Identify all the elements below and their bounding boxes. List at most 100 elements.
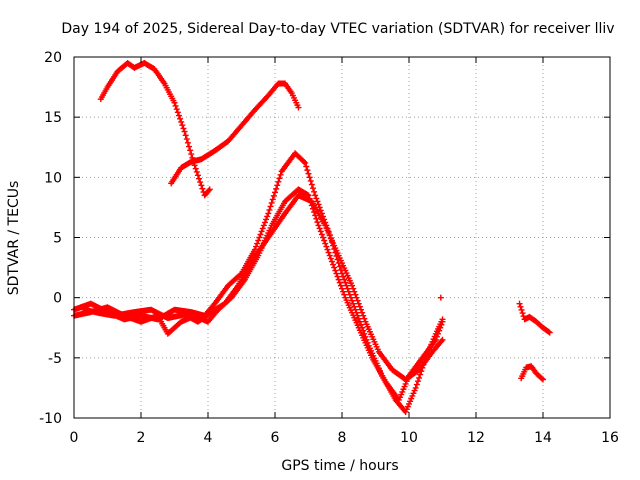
point-arc-3-173 — [264, 213, 271, 220]
point-arc-4-327 — [436, 327, 443, 334]
series-layer — [71, 60, 553, 415]
point-arc-1-69 — [174, 109, 181, 116]
point-arc-4-221 — [317, 228, 324, 235]
point-arc-4-326 — [435, 330, 442, 337]
point-arc-3-242 — [341, 276, 348, 283]
point-arc-4-218 — [314, 219, 321, 226]
point-arc-1-89 — [197, 179, 204, 186]
point-arc-1-87 — [194, 172, 201, 179]
point-arc-4-324 — [432, 336, 439, 343]
point-arc-3-243 — [342, 279, 349, 286]
point-arc-5-247 — [356, 303, 363, 310]
x-tick-label-1: 2 — [137, 430, 146, 446]
point-arc-1-91 — [199, 185, 206, 192]
point-arc-1-80 — [187, 147, 194, 154]
series-arc-1 — [97, 60, 213, 199]
point-arc-7-21 — [540, 376, 546, 383]
point-arc-6-28 — [546, 329, 553, 336]
point-arc-4-325 — [433, 333, 440, 340]
point-arc-5-321 — [439, 336, 446, 343]
point-arc-3-244 — [343, 282, 350, 289]
series-arc-7 — [518, 363, 546, 383]
point-arc-3-251 — [351, 303, 358, 310]
grid — [74, 57, 610, 418]
point-arc-4-219 — [315, 222, 322, 229]
point-arc-6-27 — [545, 328, 552, 335]
point-arc-3-247 — [346, 291, 353, 298]
point-arc-3-182 — [274, 182, 281, 189]
point-arc-4-239 — [337, 282, 344, 289]
point-arc-3-212 — [307, 177, 314, 184]
point-arc-4-329 — [438, 321, 445, 328]
point-arc-5-242 — [351, 288, 358, 295]
series-arc-2 — [168, 80, 302, 187]
point-arc-4-232 — [330, 261, 337, 268]
point-arc-1-75 — [181, 128, 188, 135]
series-arc-6 — [516, 300, 553, 336]
y-tick-label-6: 20 — [44, 50, 62, 66]
point-arc-3-208 — [303, 163, 310, 170]
x-tick-label-0: 0 — [70, 430, 79, 446]
point-arc-3-171 — [261, 219, 268, 226]
point-arc-5-246 — [355, 300, 362, 307]
point-arc-1-68 — [173, 106, 180, 113]
point-arc-4-230 — [327, 255, 334, 262]
point-arc-4-226 — [323, 243, 330, 250]
point-arc-1-77 — [183, 136, 190, 143]
point-arc-3-180 — [272, 189, 278, 196]
point-arc-4-220 — [316, 225, 323, 232]
point-arc-3-309 — [416, 374, 423, 381]
point-arc-3-255 — [355, 315, 362, 322]
x-tick-label-3: 6 — [271, 430, 280, 446]
point-arc-1-79 — [186, 143, 193, 150]
point-arc-3-176 — [267, 203, 274, 210]
point-arc-3-164 — [254, 240, 261, 247]
x-tick-label-4: 8 — [338, 430, 347, 446]
point-arc-3-179 — [270, 192, 277, 199]
point-arc-4-217 — [313, 215, 320, 222]
point-arc-3-218 — [314, 198, 321, 205]
point-arc-1-67 — [172, 102, 179, 109]
point-arc-5-248 — [357, 306, 364, 313]
x-tick-label-5: 10 — [400, 430, 418, 446]
point-point-11-0 — [437, 294, 444, 301]
point-arc-6-1 — [517, 303, 524, 310]
point-arc-1-73 — [179, 122, 186, 129]
point-arc-1-72 — [178, 118, 185, 125]
point-arc-4-330 — [439, 318, 446, 325]
x-tick-label-7: 14 — [534, 430, 552, 446]
point-arc-3-149 — [237, 271, 244, 278]
point-arc-4-223 — [320, 234, 327, 241]
point-arc-1-90 — [198, 182, 205, 189]
point-arc-4-229 — [326, 252, 333, 259]
point-arc-4-235 — [333, 270, 340, 277]
series-arc-5 — [81, 192, 446, 383]
x-tick-label-2: 4 — [204, 430, 213, 446]
point-arc-3-256 — [356, 318, 363, 325]
point-arc-4-233 — [331, 264, 338, 271]
y-tick-label-1: -5 — [48, 351, 62, 367]
point-arc-3-174 — [265, 210, 272, 217]
point-arc-3-238 — [336, 263, 343, 270]
point-arc-4-242 — [341, 291, 348, 298]
point-arc-3-170 — [260, 222, 267, 229]
point-arc-4-227 — [324, 246, 331, 253]
point-arc-3-217 — [313, 195, 320, 202]
x-axis-title: GPS time / hours — [281, 458, 398, 474]
point-arc-5-243 — [352, 291, 359, 298]
point-arc-3-241 — [340, 273, 347, 280]
point-arc-4-241 — [340, 288, 347, 295]
point-arc-3-172 — [263, 216, 270, 223]
point-arc-1-98 — [206, 186, 213, 193]
point-arc-1-66 — [171, 99, 178, 106]
point-arc-4-222 — [318, 231, 325, 238]
point-arc-3-183 — [275, 178, 282, 185]
point-arc-3-213 — [308, 181, 315, 188]
point-arc-6-2 — [518, 306, 525, 313]
y-tick-label-2: 0 — [53, 291, 62, 307]
point-arc-3-246 — [345, 288, 352, 295]
point-arc-5-245 — [354, 297, 361, 304]
point-arc-7-20 — [538, 375, 545, 382]
point-arc-1-86 — [193, 168, 200, 175]
